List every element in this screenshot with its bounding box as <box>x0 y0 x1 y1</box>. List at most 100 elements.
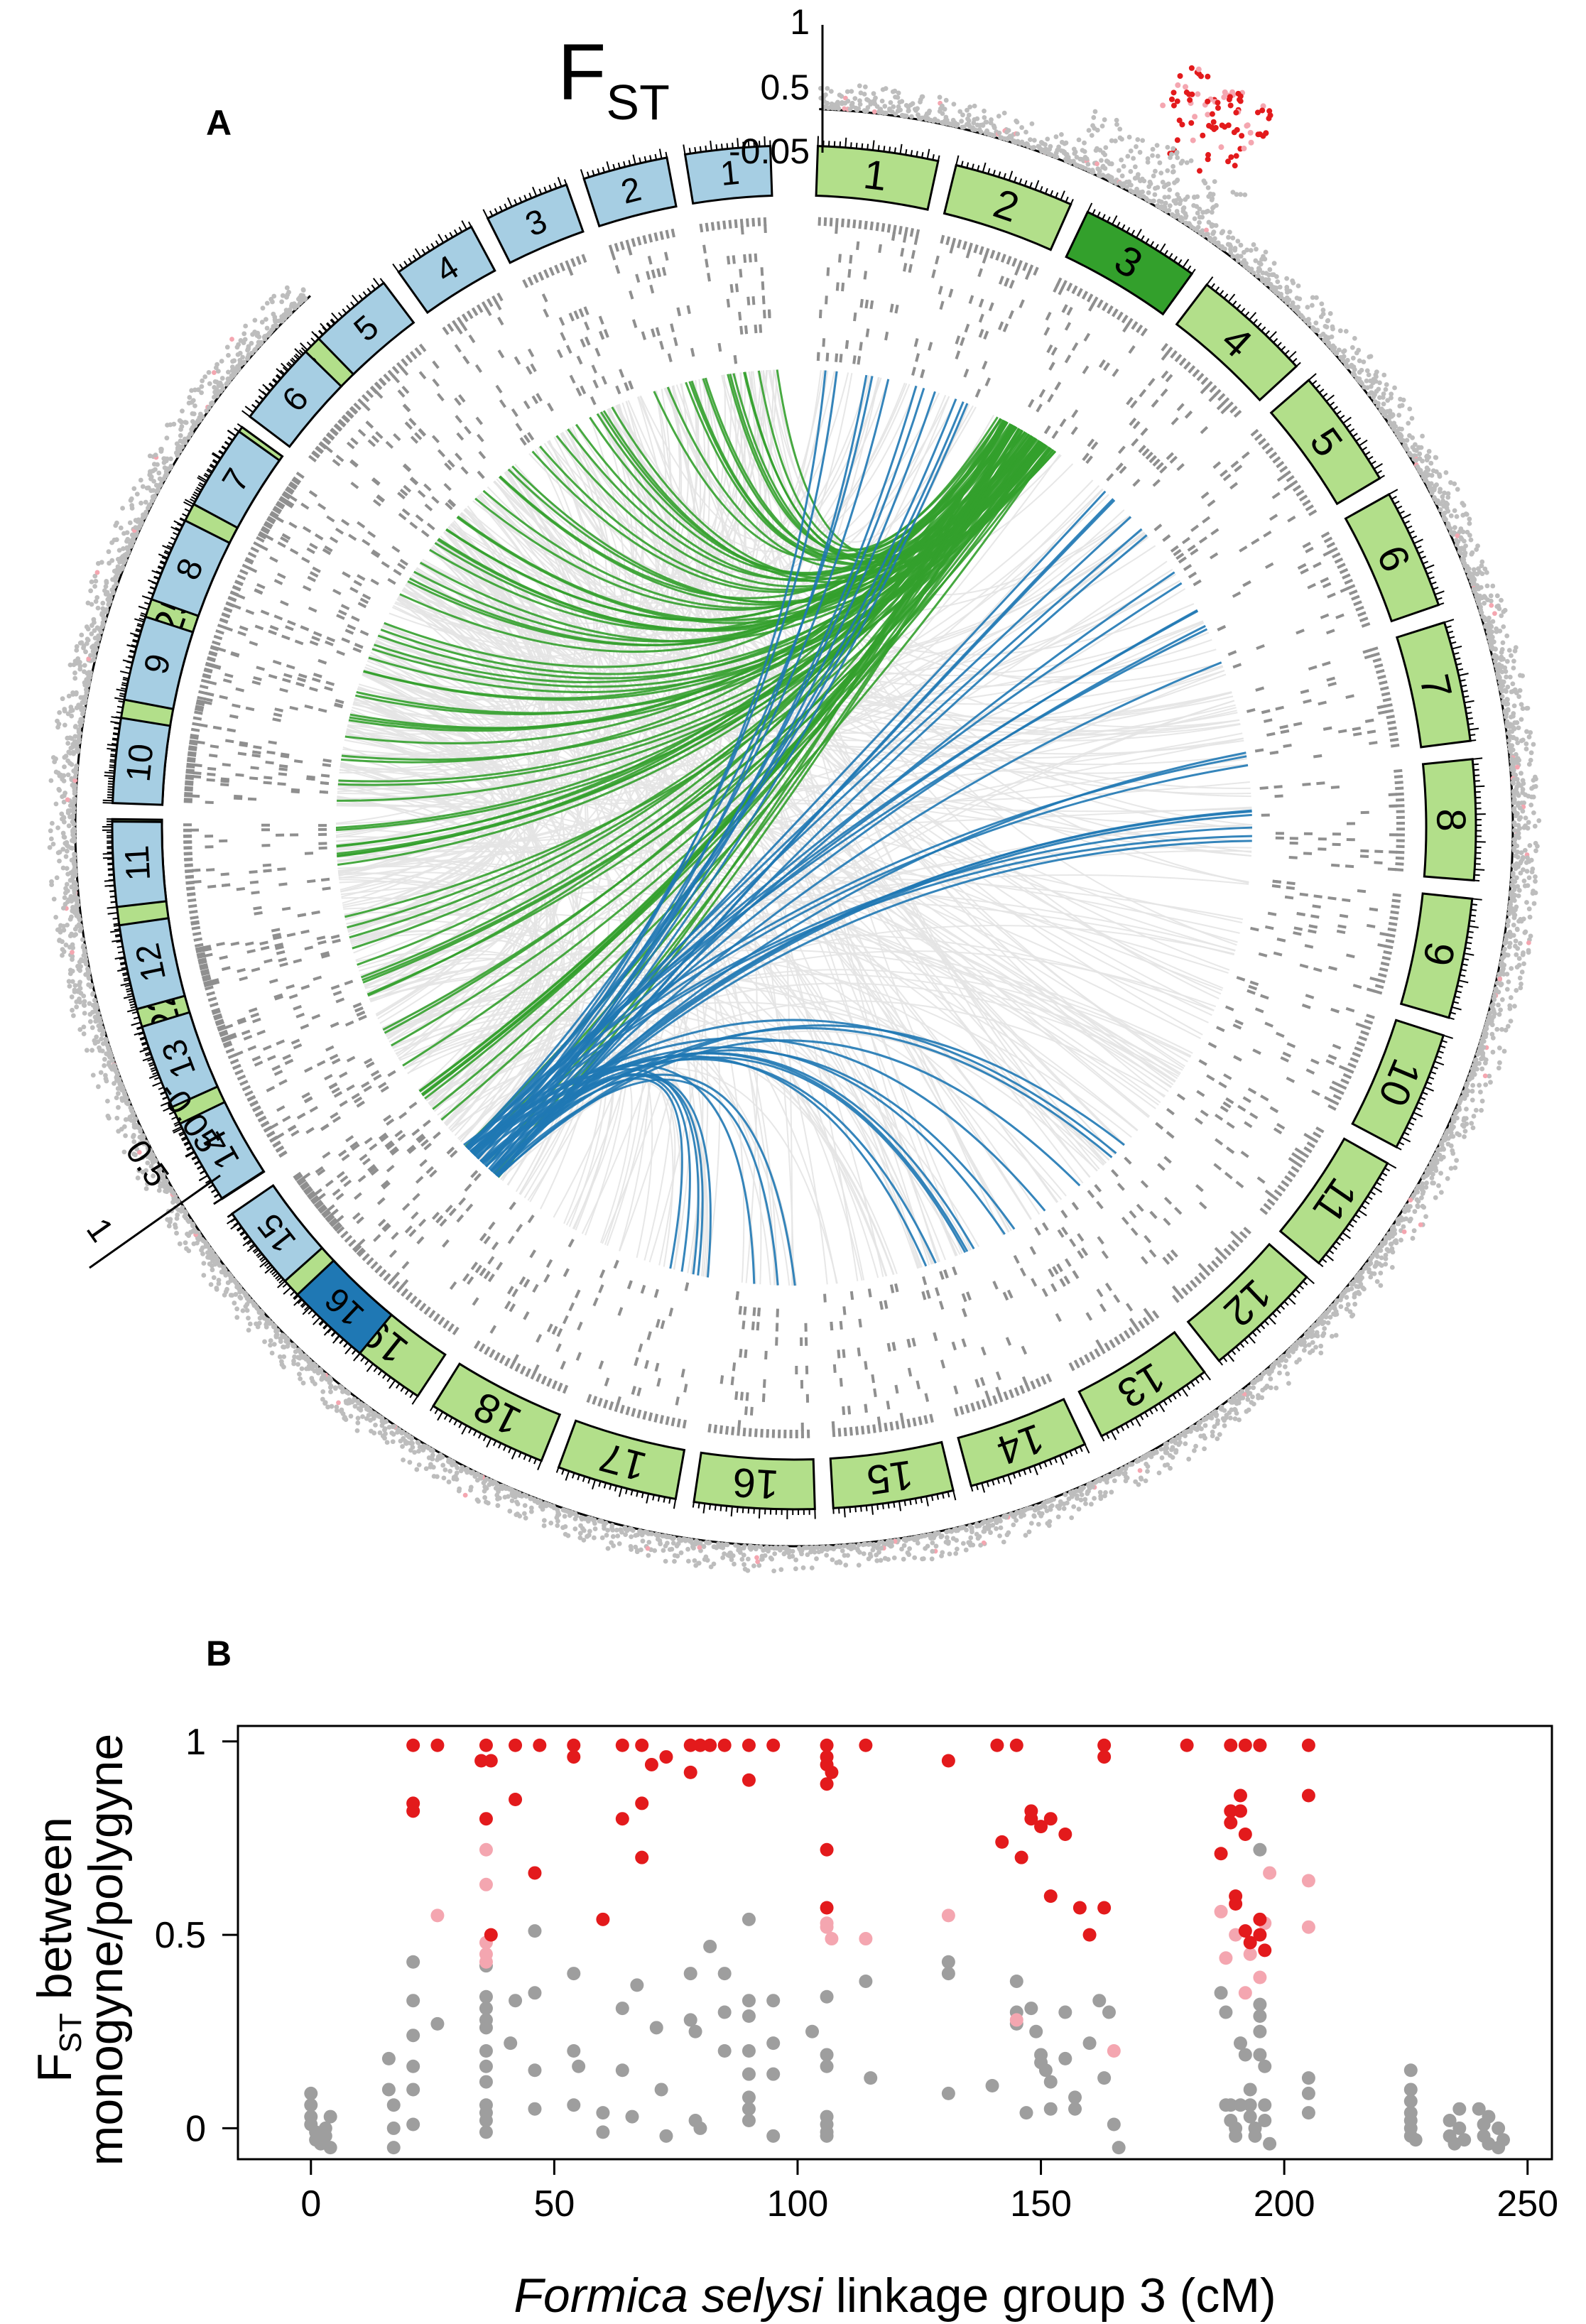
density-mark <box>965 1404 970 1413</box>
density-mark <box>1060 280 1068 289</box>
density-mark <box>939 1271 945 1280</box>
density-mark <box>1166 1107 1175 1116</box>
density-mark <box>1076 288 1083 297</box>
density-mark <box>1352 984 1362 989</box>
density-mark <box>1367 729 1376 734</box>
density-mark <box>239 743 248 747</box>
density-mark <box>1276 938 1286 943</box>
density-mark <box>683 1384 688 1393</box>
grey-link <box>345 732 506 954</box>
density-mark <box>656 268 661 278</box>
density-mark <box>1361 622 1371 628</box>
density-mark <box>1139 389 1147 398</box>
fst-point <box>1364 368 1370 374</box>
density-mark <box>900 247 905 257</box>
density-mark <box>592 1396 598 1405</box>
grey-link <box>367 966 545 1129</box>
density-mark <box>184 791 193 796</box>
fst-point <box>1404 438 1410 443</box>
density-mark <box>906 1338 911 1348</box>
density-mark <box>186 764 195 769</box>
chrom-tick <box>1473 769 1479 771</box>
density-mark <box>1171 417 1179 425</box>
density-mark <box>1289 479 1298 487</box>
density-mark <box>1151 1310 1160 1319</box>
fst-point <box>1330 326 1335 332</box>
density-mark <box>1353 600 1362 607</box>
density-mark <box>1024 1382 1031 1392</box>
fst-point <box>1183 213 1189 219</box>
density-mark <box>1269 451 1278 460</box>
fst-point <box>1399 403 1405 408</box>
fst-point <box>1516 817 1522 822</box>
density-mark <box>185 880 195 884</box>
density-mark <box>879 1301 884 1310</box>
density-mark <box>560 1360 566 1370</box>
density-mark <box>907 1367 913 1377</box>
density-mark <box>1072 1270 1080 1279</box>
chrom-tick <box>1472 763 1479 766</box>
chrom-label: 16 <box>732 1459 780 1508</box>
density-mark <box>1313 967 1322 972</box>
fst-point <box>836 106 842 112</box>
density-mark <box>1360 1030 1369 1036</box>
fst-point <box>940 111 945 116</box>
grey-link <box>372 379 700 670</box>
fst-point <box>896 90 901 96</box>
density-mark <box>1092 296 1099 305</box>
density-mark <box>1348 589 1358 596</box>
density-mark <box>525 1368 532 1377</box>
density-mark <box>979 1377 986 1386</box>
fst-point <box>1429 490 1435 496</box>
density-mark <box>1335 613 1345 619</box>
density-mark <box>766 1429 770 1438</box>
fst-point <box>1029 121 1035 126</box>
fst-point <box>1277 284 1283 290</box>
density-mark <box>216 942 225 947</box>
density-mark <box>864 1361 868 1370</box>
density-mark <box>1389 737 1399 742</box>
density-mark <box>1213 1163 1222 1171</box>
fst-point <box>1043 142 1048 147</box>
blue-link <box>480 1056 967 1254</box>
green-link <box>382 435 1034 1031</box>
density-mark <box>1006 256 1012 265</box>
density-mark <box>707 1423 712 1433</box>
density-mark <box>317 707 327 713</box>
density-mark <box>1011 258 1018 267</box>
chrom-tick <box>742 1507 744 1514</box>
density-mark <box>963 369 969 378</box>
marker-density-track <box>183 217 1406 1439</box>
density-mark <box>187 753 197 757</box>
density-mark <box>1097 1236 1104 1245</box>
density-mark <box>1297 563 1307 570</box>
density-mark <box>1070 426 1078 435</box>
density-mark <box>1379 685 1389 691</box>
density-mark <box>1210 528 1220 536</box>
density-mark <box>751 1321 755 1330</box>
fst-point <box>856 106 862 112</box>
density-mark <box>184 788 193 792</box>
density-mark <box>1362 1024 1372 1031</box>
grey-link <box>338 876 535 1109</box>
density-mark <box>964 323 970 333</box>
density-mark <box>1263 718 1273 723</box>
blue-link <box>470 764 1249 1153</box>
fst-point <box>1028 137 1033 143</box>
fst-point <box>837 92 842 98</box>
chrom-tick <box>113 923 119 925</box>
fst-point <box>1520 673 1525 678</box>
density-mark <box>1327 681 1337 687</box>
density-mark <box>1140 327 1148 337</box>
fst-point <box>1192 216 1197 222</box>
density-mark <box>830 1321 834 1331</box>
fst-point <box>1463 511 1469 516</box>
density-mark <box>1387 927 1397 932</box>
blue-link <box>463 1064 756 1284</box>
chrom-tick <box>903 1500 906 1506</box>
fst-point <box>1209 210 1215 215</box>
fst-point <box>1484 570 1489 575</box>
density-mark <box>322 886 331 891</box>
density-mark <box>1240 1151 1249 1158</box>
fst-point <box>1232 246 1238 251</box>
